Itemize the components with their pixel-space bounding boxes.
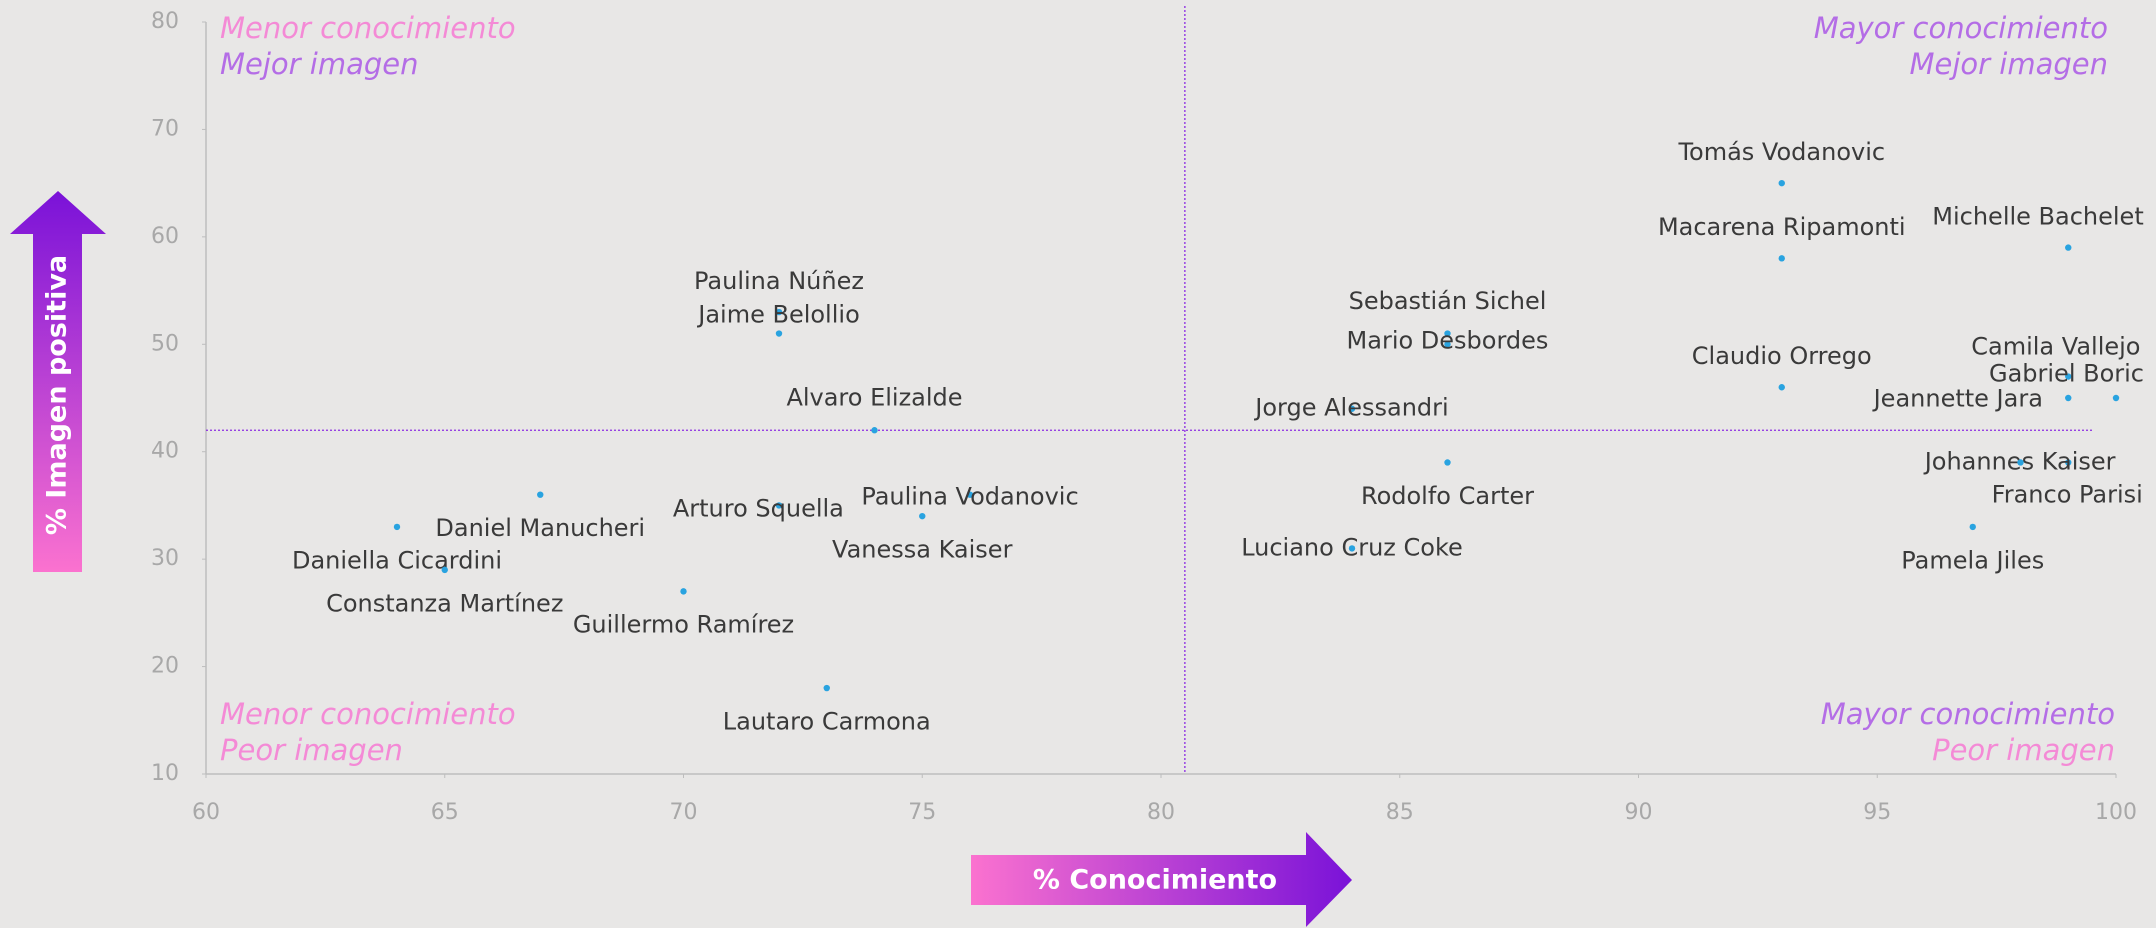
quadrant-label: Menor conocimiento <box>220 11 516 45</box>
y-tick-label: 40 <box>151 439 179 464</box>
point <box>823 684 830 692</box>
y-axis-arrow <box>10 191 106 572</box>
point <box>2065 373 2072 380</box>
point-label: Guillermo Ramírez <box>573 611 794 639</box>
x-tick-label: 100 <box>2095 800 2137 825</box>
point <box>1778 255 1785 262</box>
point-label: Sebastián Sichel <box>1349 287 1547 315</box>
point <box>1444 330 1451 337</box>
point-label: Lautaro Carmona <box>723 707 931 735</box>
y-tick-label: 80 <box>151 9 179 34</box>
x-tick-label: 65 <box>431 800 459 825</box>
quadrant-label: Peor imagen <box>1932 733 2115 767</box>
point <box>441 566 448 574</box>
point-label: Jaime Belollio <box>696 301 860 329</box>
x-axis-label: % Conocimiento <box>1033 865 1277 896</box>
point <box>1348 545 1356 552</box>
x-tick-label: 75 <box>908 800 936 825</box>
point-label: Jeannette Jara <box>1872 384 2043 412</box>
point <box>966 491 974 498</box>
point <box>2017 459 2024 466</box>
point <box>1444 341 1451 348</box>
point-label: Paulina Vodanovic <box>861 482 1078 510</box>
point <box>919 512 926 520</box>
point <box>2065 244 2072 251</box>
point-label: Camila Vallejo <box>1971 333 2140 361</box>
x-tick-label: 80 <box>1147 800 1175 825</box>
point-label: Paulina Núñez <box>694 267 864 295</box>
point-label: Alvaro Elizalde <box>786 384 962 412</box>
point <box>775 330 783 337</box>
y-tick-label: 30 <box>151 546 179 571</box>
point-label: Macarena Ripamonti <box>1658 213 1906 241</box>
point-label: Pamela Jiles <box>1901 546 2044 574</box>
point <box>775 308 783 316</box>
x-tick-label: 95 <box>1863 800 1891 825</box>
point-label: Rodolfo Carter <box>1361 482 1534 510</box>
point-label: Arturo Squella <box>673 495 844 523</box>
point <box>1778 179 1785 187</box>
point <box>871 427 878 434</box>
x-tick-label: 60 <box>192 800 220 825</box>
point-label: Claudio Orrego <box>1692 342 1872 370</box>
point-label: Daniella Cicardini <box>292 546 502 574</box>
point-label: Tomás Vodanovic <box>1677 138 1885 166</box>
y-tick-label: 70 <box>151 116 179 141</box>
point-label: Gabriel Boric <box>1989 360 2144 388</box>
quadrant-label: Menor conocimiento <box>220 697 516 731</box>
point <box>2065 394 2072 402</box>
y-axis-label: % Imagen positiva <box>42 255 73 535</box>
y-tick-label: 20 <box>151 654 179 679</box>
point-label: Daniel Manucheri <box>435 514 645 542</box>
quadrant-label: Mayor conocimiento <box>1814 11 2108 45</box>
point <box>393 523 401 531</box>
point-label: Jorge Alessandri <box>1253 394 1448 422</box>
quadrant-label: Peor imagen <box>220 733 403 767</box>
quadrant-label: Mejor imagen <box>220 47 419 81</box>
y-tick-label: 60 <box>151 224 179 249</box>
point <box>775 502 783 509</box>
point <box>537 491 544 498</box>
point <box>1778 384 1785 391</box>
y-tick-label: 10 <box>151 761 179 786</box>
x-axis-arrow <box>971 832 1352 927</box>
quadrant-label: Mayor conocimiento <box>1821 697 2115 731</box>
point-label: Franco Parisi <box>1992 480 2143 508</box>
point-label: Constanza Martínez <box>326 589 563 617</box>
point-label: Luciano Cruz Coke <box>1241 533 1463 561</box>
point <box>2065 459 2072 466</box>
quadrant-label: Mejor imagen <box>1909 47 2108 81</box>
point <box>1348 405 1356 412</box>
point-label: Mario Desbordes <box>1347 327 1549 355</box>
point <box>680 588 687 595</box>
point-label: Vanessa Kaiser <box>832 536 1013 564</box>
x-tick-label: 85 <box>1386 800 1414 825</box>
point <box>1444 459 1451 466</box>
x-tick-label: 70 <box>670 800 698 825</box>
point <box>1969 523 1976 531</box>
point <box>2112 394 2120 402</box>
y-tick-label: 50 <box>151 331 179 356</box>
x-tick-label: 90 <box>1625 800 1653 825</box>
point-label: Michelle Bachelet <box>1932 202 2143 230</box>
